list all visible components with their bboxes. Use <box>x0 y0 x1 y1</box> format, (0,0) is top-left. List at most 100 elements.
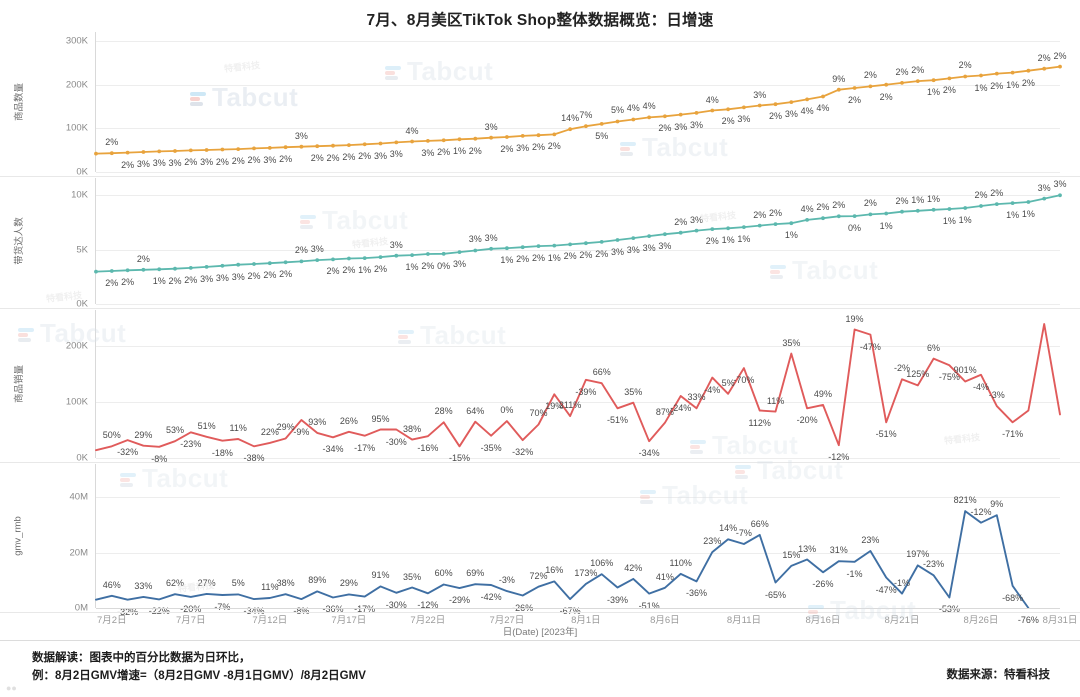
data-point-label: 2% <box>516 254 530 265</box>
footer-note-line2: 例：8月2日GMV增速=（8月2日GMV -8月1日GMV）/8月2日GMV <box>32 669 366 682</box>
data-point-label: -7% <box>735 528 752 539</box>
data-point-label: -12% <box>417 600 439 611</box>
data-point-label: 4% <box>626 103 640 114</box>
data-point-label: 5% <box>721 377 735 388</box>
data-point-label: 0% <box>500 405 514 416</box>
data-point-label: 29% <box>276 422 295 433</box>
data-point-label: 42% <box>624 562 643 573</box>
data-point-label: 2% <box>753 209 767 220</box>
data-point-label: 1% <box>784 230 798 241</box>
data-point-label: -2% <box>893 363 910 374</box>
data-point-label: 1% <box>1006 79 1020 90</box>
data-point-label: 2% <box>358 151 372 162</box>
data-point-label: 6% <box>927 342 941 353</box>
data-point-label: 33% <box>687 392 706 403</box>
data-point-label: 4% <box>642 101 656 112</box>
data-point-label: 2% <box>279 154 293 165</box>
data-point-label: -23% <box>180 439 202 450</box>
data-point-label: 2% <box>105 137 119 148</box>
data-point-label: 2% <box>531 142 545 153</box>
data-point-label: 5% <box>231 578 245 589</box>
data-point-label: 2% <box>958 60 972 71</box>
data-point-label: 2% <box>326 266 340 277</box>
data-point-label: 2% <box>136 253 150 264</box>
data-point-label: 2% <box>974 190 988 201</box>
data-point-label: -51% <box>606 415 629 426</box>
data-point-label: 3% <box>690 214 704 225</box>
footer-divider <box>0 640 1080 641</box>
data-point-label: -70% <box>733 375 755 386</box>
data-point-label: -47% <box>875 584 897 595</box>
data-point-label: -34% <box>638 448 660 459</box>
data-point-label: 3% <box>737 114 751 125</box>
data-point-label: 11% <box>766 395 785 406</box>
data-point-label: 89% <box>308 575 327 586</box>
data-point-label: -4% <box>704 384 721 395</box>
y-axis-tick: 0K <box>76 166 88 178</box>
data-point-label: 5% <box>595 130 609 141</box>
data-point-label: -1% <box>893 577 910 588</box>
data-point-label: -39% <box>606 594 629 605</box>
data-point-label: 2% <box>769 208 783 219</box>
series-line-gmv_rmb <box>95 510 1030 609</box>
footer-note: 数据解读：图表中的百分比数据为日环比， 例：8月2日GMV增速=（8月2日GMV… <box>32 650 366 686</box>
data-point-label: 2% <box>863 70 877 81</box>
chart-panel-商品销量: 0K 100K 200K 商品销量 50% -32% 29% -8% 53% -23% 51% -18… <box>14 310 1061 464</box>
series-line-商品数量 <box>94 64 1062 156</box>
data-point-label: 1% <box>452 146 466 157</box>
data-point-label: 1% <box>358 265 372 276</box>
y-axis-tick: 200K <box>65 79 88 90</box>
data-point-label: 2% <box>168 275 182 286</box>
data-point-label: -34% <box>244 606 265 616</box>
data-point-label: 2% <box>990 188 1004 199</box>
data-point-label: 3% <box>484 121 498 132</box>
data-point-label: 3% <box>152 158 166 169</box>
footer-source: 数据来源：特看科技 <box>946 669 1051 681</box>
data-point-label: 3% <box>310 244 324 255</box>
data-point-label: 5% <box>610 105 625 116</box>
data-point-label: 2% <box>848 95 862 106</box>
data-point-label: 1% <box>547 252 561 263</box>
data-point-label: 60% <box>434 568 453 579</box>
data-point-label: -36% <box>686 588 708 599</box>
data-point-label: -76% <box>1017 615 1039 625</box>
chart-panel-商品数量: 0K 100K 200K 300K 商品数量 2% 2% 3% 3% 3% 2% 3% 2% 2% 2% 3%… <box>14 32 1067 178</box>
data-point-label: 2% <box>769 111 783 122</box>
data-point-label: 1% <box>974 82 988 93</box>
x-axis-tick: 7月2日 <box>97 615 127 626</box>
data-point-label: 173% <box>574 567 598 578</box>
data-point-label: 2% <box>500 143 514 154</box>
data-point-label: 3% <box>642 243 656 254</box>
data-point-label: 2% <box>816 202 830 213</box>
data-point-label: -32% <box>117 607 138 617</box>
panel-separator <box>0 612 1080 613</box>
data-point-label: -24% <box>670 403 692 413</box>
data-point-label: 125% <box>906 369 930 380</box>
data-point-label: 16% <box>545 565 564 576</box>
y-axis-tick: 100K <box>65 122 88 134</box>
data-point-label: 2% <box>990 80 1004 91</box>
data-point-label: -17% <box>354 442 376 453</box>
x-axis-tick: 7月22日 <box>410 615 446 626</box>
data-point-label: 2% <box>531 253 545 264</box>
gridline <box>96 458 1060 459</box>
data-point-label: -38% <box>243 453 265 464</box>
data-point-label: -26% <box>812 579 834 590</box>
data-point-label: -16% <box>417 443 439 454</box>
tabcut-logo-icon <box>18 326 36 342</box>
data-point-label: -12% <box>970 506 992 517</box>
data-point-label: 23% <box>703 536 722 547</box>
data-point-label: 66% <box>750 518 769 529</box>
y-axis-tick: 20M <box>69 547 88 559</box>
y-axis-tick: 0M <box>74 602 88 614</box>
data-point-label: -39% <box>575 386 597 397</box>
data-point-label: 35% <box>624 386 643 397</box>
data-point-label: 3% <box>389 149 403 160</box>
data-point-label: 53% <box>166 425 185 436</box>
corner-logo: ●● <box>6 683 17 693</box>
data-point-label: -18% <box>211 447 233 458</box>
data-point-label: -67% <box>560 606 581 616</box>
data-point-label: 3% <box>610 247 625 258</box>
y-axis-tick: 100K <box>65 396 88 408</box>
data-point-label: -9% <box>293 427 310 438</box>
